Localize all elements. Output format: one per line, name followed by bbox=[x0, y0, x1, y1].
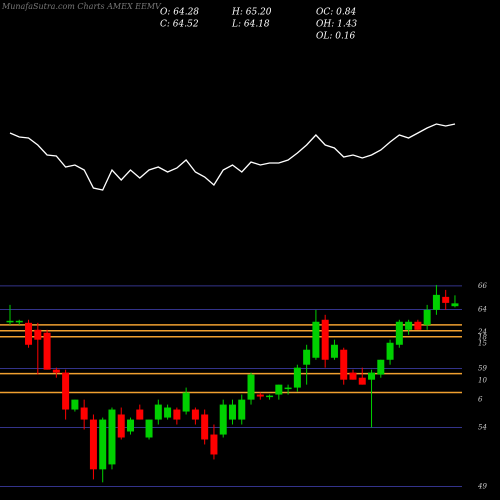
candle-body bbox=[423, 309, 431, 325]
candle-body bbox=[127, 419, 135, 432]
candle-body bbox=[71, 399, 79, 410]
candle-body bbox=[15, 320, 23, 323]
candle-body bbox=[6, 320, 14, 323]
y-tick-label: 54 bbox=[478, 423, 487, 431]
stat: O: 64.28 bbox=[160, 8, 199, 18]
candle-body bbox=[238, 399, 246, 420]
stat: OH: 1.43 bbox=[316, 20, 357, 30]
candle-body bbox=[414, 321, 422, 330]
candle-body bbox=[340, 349, 348, 380]
candle-body bbox=[182, 392, 190, 412]
candle-body bbox=[25, 322, 33, 345]
candle-body bbox=[432, 294, 440, 310]
candle-body bbox=[358, 377, 366, 385]
stat: C: 64.52 bbox=[160, 20, 199, 30]
candle-body bbox=[321, 319, 329, 360]
candle-body bbox=[284, 387, 292, 390]
candle-body bbox=[349, 372, 357, 380]
candle-body bbox=[219, 404, 227, 435]
candle-body bbox=[108, 409, 116, 465]
level-label: 6 bbox=[478, 396, 483, 404]
y-tick-label: 49 bbox=[477, 482, 487, 490]
level-label: 10 bbox=[478, 377, 487, 385]
indicator-line bbox=[9, 123, 456, 191]
watermark: MunafaSutra.com Charts AMEX EEMV bbox=[1, 2, 162, 11]
candle-body bbox=[377, 359, 385, 375]
candle-body bbox=[303, 349, 311, 365]
candle-body bbox=[368, 372, 376, 380]
y-tick-label: 66 bbox=[478, 282, 487, 290]
candle-body bbox=[293, 367, 301, 388]
candle-body bbox=[154, 404, 162, 420]
candle-body bbox=[145, 419, 153, 438]
candle-body bbox=[330, 344, 338, 358]
candle-body bbox=[247, 374, 255, 400]
candle-body bbox=[80, 407, 88, 420]
candle-body bbox=[62, 372, 70, 410]
candle-body bbox=[43, 332, 51, 370]
candle-body bbox=[164, 407, 172, 418]
candle-body bbox=[201, 414, 209, 440]
candle-body bbox=[275, 384, 283, 395]
candle-body bbox=[173, 409, 181, 420]
y-tick-label: 59 bbox=[478, 364, 487, 372]
stat: H: 65.20 bbox=[231, 8, 272, 18]
candle-body bbox=[312, 321, 320, 358]
stat: L: 64.18 bbox=[231, 20, 270, 30]
candle-body bbox=[191, 409, 199, 420]
level-label: 18 bbox=[478, 334, 487, 342]
candle-body bbox=[405, 321, 413, 330]
candle-body bbox=[395, 321, 403, 345]
candle-body bbox=[117, 414, 125, 438]
y-tick-label: 64 bbox=[478, 305, 487, 313]
level-label: 15 bbox=[478, 340, 487, 348]
candle-body bbox=[210, 434, 218, 455]
candle-body bbox=[451, 303, 459, 307]
candle-body bbox=[34, 329, 42, 340]
stat: OC: 0.84 bbox=[316, 8, 356, 18]
candle-body bbox=[136, 409, 144, 420]
level-label: 24 bbox=[477, 328, 487, 336]
candle-body bbox=[386, 342, 394, 360]
candle-body bbox=[442, 296, 450, 303]
stat: OL: 0.16 bbox=[316, 32, 356, 42]
candle-body bbox=[52, 369, 60, 373]
candle-body bbox=[256, 394, 264, 397]
candle-body bbox=[99, 419, 107, 470]
candle-body bbox=[228, 404, 236, 420]
candle-body bbox=[266, 395, 274, 398]
candle-body bbox=[89, 419, 97, 470]
